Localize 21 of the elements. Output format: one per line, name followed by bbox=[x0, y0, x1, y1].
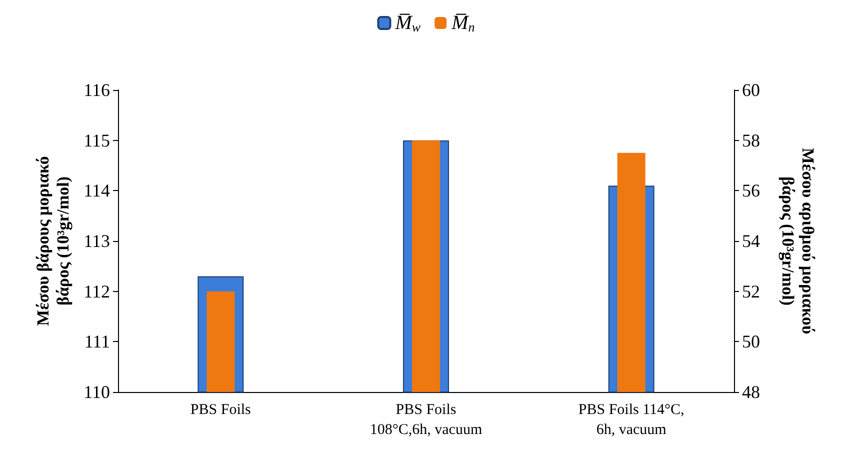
y2-tick-label: 56 bbox=[742, 180, 760, 201]
y-tick-label: 111 bbox=[84, 332, 110, 352]
y-axis-title: Μέσου βάρους μοριακό βάρος (10³gr/mol) bbox=[33, 156, 72, 326]
y2-tick-label: 54 bbox=[742, 231, 760, 251]
y2-tick-label: 52 bbox=[742, 281, 760, 302]
y-tick-label: 115 bbox=[84, 130, 110, 150]
y-tick-label: 114 bbox=[84, 180, 110, 201]
y2-tick-label: 48 bbox=[742, 382, 760, 402]
y-tick-label: 116 bbox=[84, 80, 110, 100]
x-tick-label: PBS Foils 108°C,6h, vacuum bbox=[370, 402, 482, 438]
y-tick-label: 112 bbox=[84, 281, 110, 302]
y-tick-label: 110 bbox=[84, 382, 110, 402]
x-tick-label: PBS Foils bbox=[190, 402, 252, 418]
y2-axis-title: Μέσου αριθμού μοριακού βάρος (10³gr/mol) bbox=[778, 148, 818, 334]
x-tick-label: PBS Foils 114°C, 6h, vacuum bbox=[578, 402, 684, 438]
y2-tick-label: 58 bbox=[742, 130, 760, 150]
y2-tick-label: 60 bbox=[742, 80, 760, 100]
y-tick-label: 113 bbox=[84, 231, 110, 251]
legend-label: M̅n bbox=[450, 12, 475, 34]
y2-tick-label: 50 bbox=[742, 332, 760, 352]
legend-label: M̅w bbox=[394, 12, 421, 34]
